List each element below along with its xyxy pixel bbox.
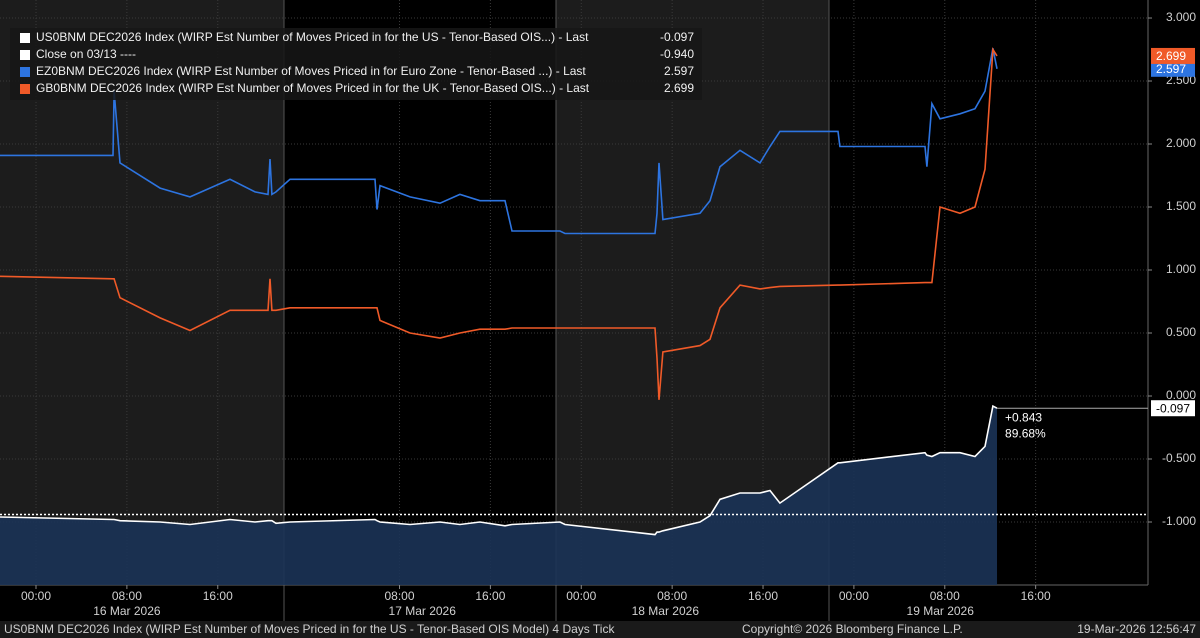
legend-value: 2.597 (664, 64, 694, 78)
legend-value: 2.699 (664, 81, 694, 95)
legend-label: Close on 03/13 ---- (36, 47, 136, 61)
legend-value: -0.097 (660, 30, 694, 44)
legend-swatch (20, 84, 30, 94)
last-value-label: 2.597 (1156, 62, 1186, 76)
y-tick-label: -1.000 (1162, 514, 1196, 528)
legend-label: EZ0BNM DEC2026 Index (WIRP Est Number of… (36, 64, 586, 78)
day-label: 16 Mar 2026 (93, 604, 161, 618)
annotation: +0.843 (1005, 410, 1042, 424)
x-tick-label: 16:00 (748, 589, 778, 603)
area (0, 406, 998, 585)
footer-bar (0, 621, 1200, 638)
y-tick-label: 3.000 (1166, 10, 1196, 24)
x-tick-label: 08:00 (112, 589, 142, 603)
series-line (0, 404, 998, 536)
legend-swatch (20, 33, 30, 43)
last-value-tag (1151, 47, 1195, 64)
x-tick-label: 00:00 (839, 589, 869, 603)
y-tick-label: 0.000 (1166, 388, 1196, 402)
legend-swatch (20, 67, 30, 77)
legend-label: US0BNM DEC2026 Index (WIRP Est Number of… (36, 30, 589, 44)
series-line (0, 47, 998, 400)
x-tick-label: 16:00 (1021, 589, 1051, 603)
last-value-tag (1151, 400, 1195, 417)
x-tick-label: 08:00 (930, 589, 960, 603)
footer-copyright: Copyright© 2026 Bloomberg Finance L.P. (742, 622, 963, 636)
legend-label: GB0BNM DEC2026 Index (WIRP Est Number of… (36, 81, 590, 95)
day-label: 19 Mar 2026 (907, 604, 975, 618)
x-tick-label: 08:00 (385, 589, 415, 603)
x-tick-label: 08:00 (657, 589, 687, 603)
last-value-tag (1151, 60, 1195, 77)
x-tick-label: 00:00 (21, 589, 51, 603)
x-tick-label: 16:00 (203, 589, 233, 603)
legend-value: -0.940 (660, 47, 694, 61)
x-tick-label: 00:00 (566, 589, 596, 603)
day-label: 18 Mar 2026 (632, 604, 700, 618)
last-value-label: 2.699 (1156, 49, 1186, 63)
day-label: 17 Mar 2026 (389, 604, 457, 618)
series-line (0, 48, 998, 235)
annotation: 89.68% (1005, 426, 1046, 440)
footer-timestamp: 19-Mar-2026 12:56:47 (1077, 622, 1196, 636)
y-tick-label: -0.500 (1162, 451, 1196, 465)
x-tick-label: 16:00 (475, 589, 505, 603)
legend-swatch (20, 50, 30, 60)
y-tick-label: 1.000 (1166, 262, 1196, 276)
last-value-label: -0.097 (1156, 401, 1190, 415)
y-tick-label: 1.500 (1166, 199, 1196, 213)
legend-box (10, 28, 702, 100)
y-tick-label: 2.000 (1166, 136, 1196, 150)
y-tick-label: 0.500 (1166, 325, 1196, 339)
footer-description: US0BNM DEC2026 Index (WIRP Est Number of… (4, 622, 615, 636)
